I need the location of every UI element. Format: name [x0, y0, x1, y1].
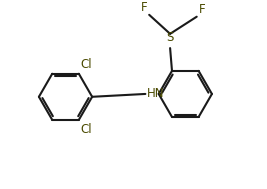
Text: F: F — [199, 3, 205, 16]
Text: S: S — [166, 31, 174, 44]
Text: F: F — [141, 1, 147, 14]
Text: HN: HN — [147, 88, 165, 100]
Text: Cl: Cl — [81, 123, 92, 136]
Text: Cl: Cl — [81, 58, 92, 71]
